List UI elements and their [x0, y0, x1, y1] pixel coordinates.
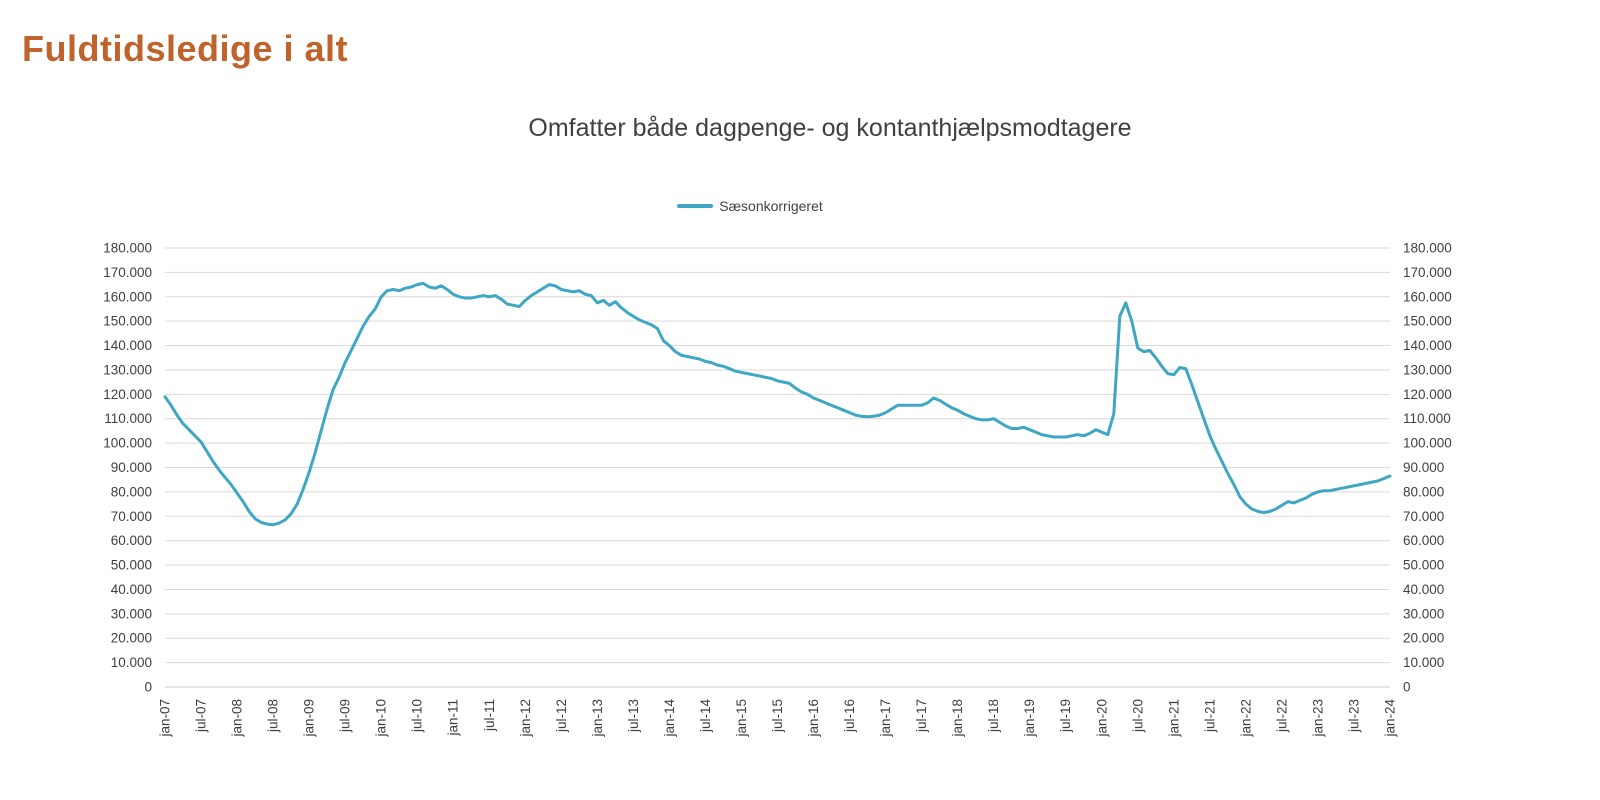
y-axis-label-right: 0 — [1403, 680, 1411, 695]
y-axis-labels-right: 0 10.000 20.000 30.000 40.000 50.000 60.000 70.… — [1403, 241, 1452, 695]
y-axis-label-left: 30.000 — [111, 606, 152, 621]
y-axis-label-right: 50.000 — [1403, 558, 1444, 573]
y-axis-label-right: 100.000 — [1403, 436, 1452, 451]
y-axis-label-left: 80.000 — [111, 484, 152, 499]
x-axis-label: jan-07 — [158, 699, 173, 738]
y-axis-label-right: 110.000 — [1403, 411, 1451, 426]
y-axis-label-left: 70.000 — [111, 509, 152, 524]
x-axis-label: jan-22 — [1238, 699, 1253, 738]
x-axis-label: jan-24 — [1383, 699, 1398, 738]
series-line-saesonkorrigeret — [163, 281, 1392, 527]
y-axis-label-right: 10.000 — [1403, 655, 1444, 670]
y-axis-label-left: 20.000 — [111, 631, 152, 646]
y-axis-label-left: 10.000 — [111, 655, 152, 670]
x-axis-label: jul-14 — [698, 699, 713, 734]
x-axis-label: jan-11 — [446, 699, 461, 737]
y-axis-label-right: 80.000 — [1403, 484, 1444, 499]
x-axis-label: jan-09 — [302, 699, 317, 738]
y-axis-label-right: 180.000 — [1403, 241, 1452, 256]
x-axis-label: jan-12 — [518, 699, 533, 738]
x-axis-label: jul-11 — [482, 699, 497, 732]
x-axis-label: jan-13 — [590, 699, 605, 738]
y-axis-label-left: 100.000 — [103, 436, 152, 451]
x-axis-label: jul-19 — [1058, 699, 1073, 733]
x-axis-labels: jan-07 jul-07 jan-08 jul-08 jan-09 jul-09 jan-… — [158, 699, 1398, 738]
x-axis-label: jul-20 — [1130, 699, 1145, 733]
page-title: Fuldtidsledige i alt — [22, 28, 349, 69]
y-axis-label-right: 60.000 — [1403, 533, 1444, 548]
x-axis-label: jul-10 — [410, 699, 425, 733]
gridlines — [165, 247, 1390, 688]
x-axis-label: jul-15 — [770, 699, 785, 733]
x-axis-label: jan-21 — [1166, 699, 1181, 738]
x-axis-label: jan-15 — [734, 699, 749, 738]
x-axis-label: jan-17 — [878, 699, 893, 738]
y-axis-label-right: 30.000 — [1403, 606, 1444, 621]
y-axis-label-right: 120.000 — [1403, 387, 1452, 402]
x-axis-label: jul-22 — [1274, 699, 1289, 733]
legend: Sæsonkorrigeret — [0, 198, 1500, 214]
line-chart: 0 10.000 20.000 30.000 40.000 50.000 60.000 70.… — [103, 241, 1452, 738]
x-axis-label: jul-07 — [194, 699, 209, 733]
y-axis-label-left: 90.000 — [111, 460, 152, 475]
x-axis-label: jul-13 — [626, 699, 641, 733]
y-axis-label-left: 0 — [144, 680, 152, 695]
y-axis-label-right: 90.000 — [1403, 460, 1444, 475]
chart-title: Omfatter både dagpenge- og kontanthjælps… — [528, 114, 1132, 142]
y-axis-label-right: 130.000 — [1403, 362, 1452, 377]
y-axis-label-left: 180.000 — [103, 241, 152, 256]
x-axis-label: jul-17 — [914, 699, 929, 733]
x-axis-label: jul-12 — [554, 699, 569, 733]
y-axis-label-left: 50.000 — [111, 558, 152, 573]
y-axis-label-right: 160.000 — [1403, 289, 1452, 304]
x-axis-label: jan-20 — [1094, 699, 1109, 738]
x-axis-label: jul-23 — [1346, 699, 1361, 733]
x-axis-label: jan-19 — [1022, 699, 1037, 738]
y-axis-label-left: 60.000 — [111, 533, 152, 548]
x-axis-label: jan-16 — [806, 699, 821, 738]
y-axis-label-right: 150.000 — [1403, 314, 1452, 329]
y-axis-label-right: 20.000 — [1403, 631, 1444, 646]
y-axis-label-left: 170.000 — [103, 265, 152, 280]
x-axis-label: jan-23 — [1310, 699, 1325, 738]
x-axis-label: jul-08 — [266, 699, 281, 733]
y-axis-label-right: 70.000 — [1403, 509, 1444, 524]
y-axis-labels-left: 0 10.000 20.000 30.000 40.000 50.000 60.000 70.… — [103, 241, 152, 695]
x-axis-label: jul-21 — [1202, 699, 1217, 733]
y-axis-label-left: 160.000 — [103, 289, 152, 304]
y-axis-label-left: 130.000 — [103, 362, 152, 377]
x-axis-label: jan-14 — [662, 699, 677, 738]
y-axis-label-right: 140.000 — [1403, 338, 1452, 353]
y-axis-label-right: 170.000 — [1403, 265, 1452, 280]
y-axis-label-left: 120.000 — [103, 387, 152, 402]
y-axis-label-left: 40.000 — [111, 582, 152, 597]
y-axis-label-left: 150.000 — [103, 314, 152, 329]
legend-label: Sæsonkorrigeret — [719, 198, 823, 214]
legend-line-swatch — [677, 204, 714, 208]
y-axis-label-right: 40.000 — [1403, 582, 1444, 597]
y-axis-label-left: 110.000 — [104, 411, 152, 426]
x-axis-label: jan-18 — [950, 699, 965, 738]
x-axis-label: jul-18 — [986, 699, 1001, 733]
y-axis-label-left: 140.000 — [103, 338, 152, 353]
x-axis-label: jul-09 — [338, 699, 353, 733]
x-axis-label: jan-08 — [230, 699, 245, 738]
x-axis-label: jul-16 — [842, 699, 857, 733]
x-axis-label: jan-10 — [374, 699, 389, 738]
